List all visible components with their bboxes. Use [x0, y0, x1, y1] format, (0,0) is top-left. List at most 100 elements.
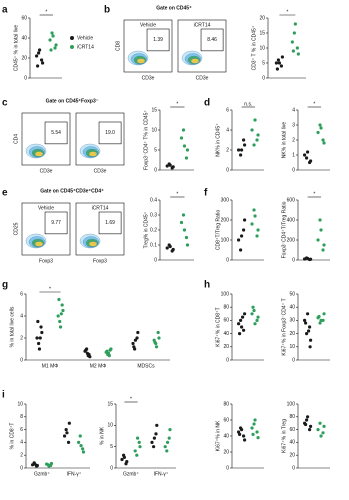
dot — [319, 228, 323, 232]
dot — [309, 424, 313, 428]
y-tick-label: 10 — [17, 401, 23, 407]
dot — [49, 48, 53, 52]
dot — [255, 430, 259, 434]
dot — [237, 238, 241, 242]
dot — [138, 445, 142, 449]
dot — [252, 422, 256, 426]
dot — [157, 336, 161, 340]
flow-plot — [21, 112, 71, 166]
axis — [267, 18, 306, 79]
dot — [153, 340, 157, 344]
y-tick-label: 100 — [221, 291, 230, 297]
y-tick-label: 4 — [20, 440, 23, 446]
dot — [59, 312, 63, 316]
y-tick-label: 40 — [289, 305, 295, 311]
y-tick-label: 0 — [292, 167, 295, 173]
dot — [291, 49, 295, 53]
dot — [107, 354, 111, 358]
dot — [181, 128, 186, 132]
x-tick-label: M1 MΦ — [42, 363, 59, 369]
y-axis-label: CD8⁺T/Treg Ratio — [215, 210, 221, 250]
dot — [240, 148, 244, 152]
axis — [231, 110, 264, 171]
dot — [290, 40, 294, 44]
dot — [309, 338, 313, 342]
y-tick-label: 0 — [226, 357, 229, 363]
y-tick-label: 0 — [154, 257, 157, 263]
dot — [242, 328, 246, 332]
dot — [255, 138, 259, 142]
gate — [98, 211, 122, 235]
dot — [54, 43, 58, 47]
dot — [318, 218, 322, 222]
dot — [37, 347, 42, 351]
dot — [35, 54, 39, 58]
dot — [251, 432, 255, 436]
dot — [242, 434, 246, 438]
plot-label: iCRT14 — [194, 22, 211, 28]
y-tick-label: 300 — [221, 197, 230, 203]
y-tick-label: 600 — [287, 197, 296, 203]
axis — [297, 200, 330, 261]
panel-letter: a — [2, 5, 8, 16]
significance: n.s. — [244, 101, 252, 107]
dot — [136, 330, 140, 335]
dot — [274, 61, 278, 65]
dot — [305, 156, 309, 160]
dot — [49, 461, 54, 466]
dot — [67, 421, 71, 425]
dot — [105, 349, 109, 353]
y-tick-label: 3 — [292, 122, 295, 128]
dot — [277, 61, 281, 65]
dot — [36, 319, 40, 324]
y-tick-label: 6 — [20, 291, 23, 297]
y-tick-label: 8 — [20, 414, 23, 420]
y-tick-label: 1 — [292, 152, 295, 158]
dot — [78, 434, 82, 438]
panel-letter: f — [204, 188, 208, 199]
dot — [319, 126, 323, 130]
dot — [293, 22, 297, 26]
dot — [133, 338, 138, 342]
panel-letter: b — [104, 5, 110, 16]
dot — [38, 336, 42, 340]
y-axis-label: NK% in total live — [281, 122, 287, 159]
axis — [231, 404, 264, 469]
dot — [252, 143, 256, 147]
dot — [182, 228, 187, 232]
y-axis-label: % in total live cells — [9, 306, 15, 347]
dot — [135, 453, 139, 457]
dot — [241, 315, 245, 319]
y-tick-label: 40 — [289, 440, 295, 446]
axis — [297, 110, 330, 171]
panel-letter: d — [204, 98, 210, 109]
gate — [98, 121, 122, 145]
axis-label: Foxp3 — [93, 258, 107, 264]
axis — [297, 404, 330, 469]
dot — [321, 431, 325, 435]
dot — [316, 130, 320, 135]
y-axis-label: NK% in CD45⁺ — [215, 123, 221, 157]
dot — [168, 428, 172, 432]
x-tick-label: Gzmb⁺ — [123, 471, 139, 477]
dot — [86, 354, 90, 358]
dot — [275, 67, 279, 71]
axis-label: CD8 — [115, 41, 121, 51]
dot — [136, 436, 140, 440]
dot — [37, 341, 41, 346]
significance: * — [313, 191, 315, 197]
dot — [250, 128, 254, 132]
y-tick-label: 60 — [289, 427, 295, 433]
dot — [171, 247, 175, 252]
axis-label: Foxp3 — [39, 258, 53, 264]
significance: * — [176, 101, 178, 107]
dot — [319, 318, 323, 322]
dot — [37, 51, 41, 55]
y-tick-label: 2 — [226, 147, 229, 153]
y-tick-label: 0 — [20, 357, 23, 363]
dot — [81, 447, 85, 451]
legend-marker — [70, 36, 74, 40]
dot — [181, 213, 186, 217]
dot — [137, 440, 141, 444]
